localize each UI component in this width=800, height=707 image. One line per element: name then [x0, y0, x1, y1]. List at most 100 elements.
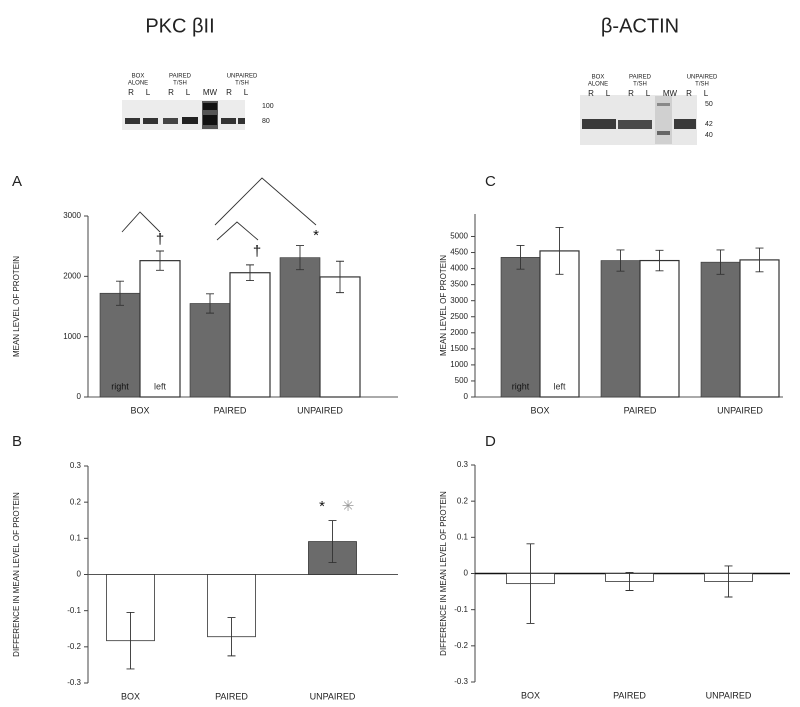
annotation: ✳	[342, 498, 355, 515]
lane-label: UNPAIRED	[687, 75, 718, 81]
lane-label: T/SH	[235, 81, 249, 87]
y-tick-label: 5000	[450, 232, 468, 241]
annotation: *	[313, 227, 319, 244]
bar	[189, 303, 231, 398]
error-bar	[227, 617, 236, 657]
y-tick-label: 4500	[450, 248, 468, 257]
x-tick-label: UNPAIRED	[706, 690, 752, 700]
error-bar	[755, 247, 764, 273]
lane-label: BOX	[132, 74, 145, 80]
error-bar	[526, 543, 535, 624]
lane-label: L	[244, 88, 249, 97]
bar	[700, 261, 741, 398]
bar	[539, 250, 580, 398]
y-tick-label: -0.3	[454, 677, 468, 686]
y-axis-title: DIFFERENCE IN MEAN LEVEL OF PROTEIN	[12, 492, 21, 657]
blot-image	[122, 100, 245, 130]
heading: PKC βII	[145, 15, 214, 37]
error-bar	[655, 249, 664, 272]
bracket	[216, 221, 259, 241]
lane-label: L	[146, 88, 151, 97]
x-tick-label: UNPAIRED	[310, 691, 356, 701]
x-tick-label: BOX	[530, 405, 549, 415]
error-bar	[336, 260, 344, 294]
error-bar	[156, 250, 164, 271]
y-tick-label: 3000	[450, 296, 468, 305]
lane-label: T/SH	[633, 82, 647, 88]
x-tick-label: PAIRED	[624, 405, 657, 415]
y-tick-label: 0	[464, 569, 469, 578]
y-tick-label: 2000	[63, 271, 81, 280]
y-tick-label: 500	[455, 376, 469, 385]
lane-label: R	[128, 88, 134, 97]
y-tick-label: 1500	[450, 344, 468, 353]
annotation: †	[156, 231, 164, 248]
series-label: left	[553, 381, 566, 391]
bar	[600, 260, 641, 398]
error-bar	[296, 245, 304, 271]
y-axis-title: MEAN LEVEL OF PROTEIN	[439, 255, 448, 356]
x-tick-label: UNPAIRED	[717, 405, 763, 415]
lane-label: L	[186, 88, 191, 97]
y-tick-label: 0.1	[70, 533, 82, 542]
error-bar	[555, 227, 564, 275]
bracket	[121, 211, 161, 233]
y-tick-label: 0.2	[457, 496, 469, 505]
y-tick-label: 0	[77, 392, 82, 401]
mw-marker: 50	[705, 101, 713, 108]
annotation: †	[253, 243, 261, 260]
lane-label: PAIRED	[629, 75, 652, 81]
bar	[319, 276, 361, 398]
bar	[739, 259, 780, 398]
lane-label: T/SH	[173, 81, 187, 87]
error-bar	[625, 571, 634, 591]
error-bar	[516, 245, 525, 270]
lane-label: R	[588, 89, 594, 98]
lane-label: BOX	[592, 75, 605, 81]
y-tick-label: 4000	[450, 264, 468, 273]
x-tick-label: BOX	[121, 691, 140, 701]
bracket	[214, 177, 317, 226]
panel-letter: B	[12, 433, 22, 450]
bar	[139, 260, 181, 398]
lane-label: L	[646, 89, 651, 98]
blot-image	[580, 95, 697, 145]
bar	[229, 272, 271, 398]
lane-label: R	[686, 89, 692, 98]
lane-label: UNPAIRED	[227, 74, 258, 80]
lane-label: R	[168, 88, 174, 97]
error-bar	[716, 249, 725, 275]
lane-label: MW	[203, 88, 218, 97]
heading: β-ACTIN	[601, 15, 679, 37]
y-tick-label: 1000	[450, 360, 468, 369]
y-axis-title: MEAN LEVEL OF PROTEIN	[12, 256, 21, 357]
x-tick-label: UNPAIRED	[297, 405, 343, 415]
y-tick-label: 0.2	[70, 497, 82, 506]
y-axis-title: DIFFERENCE IN MEAN LEVEL OF PROTEIN	[439, 491, 448, 656]
lane-label: ALONE	[588, 82, 608, 88]
bar	[99, 292, 141, 398]
error-bar	[126, 612, 135, 670]
y-tick-label: 0.1	[457, 532, 469, 541]
error-bar	[616, 249, 625, 272]
y-tick-label: 0.3	[70, 461, 82, 470]
y-tick-label: -0.2	[67, 642, 81, 651]
y-tick-label: 0	[464, 392, 469, 401]
error-bar	[724, 565, 733, 598]
mw-marker: 40	[705, 132, 713, 139]
x-tick-label: BOX	[521, 690, 540, 700]
lane-label: MW	[663, 89, 678, 98]
lane-label: PAIRED	[169, 74, 192, 80]
y-tick-label: 2000	[450, 328, 468, 337]
x-tick-label: PAIRED	[613, 690, 646, 700]
error-bar	[328, 520, 337, 564]
mw-marker: 100	[262, 103, 274, 110]
panel-letter: A	[12, 173, 22, 190]
y-tick-label: 1000	[63, 332, 81, 341]
y-tick-label: 2500	[450, 312, 468, 321]
series-label: right	[512, 381, 530, 391]
y-tick-label: 3000	[63, 211, 81, 220]
panel-letter: D	[485, 433, 496, 450]
y-tick-label: -0.1	[454, 605, 468, 614]
